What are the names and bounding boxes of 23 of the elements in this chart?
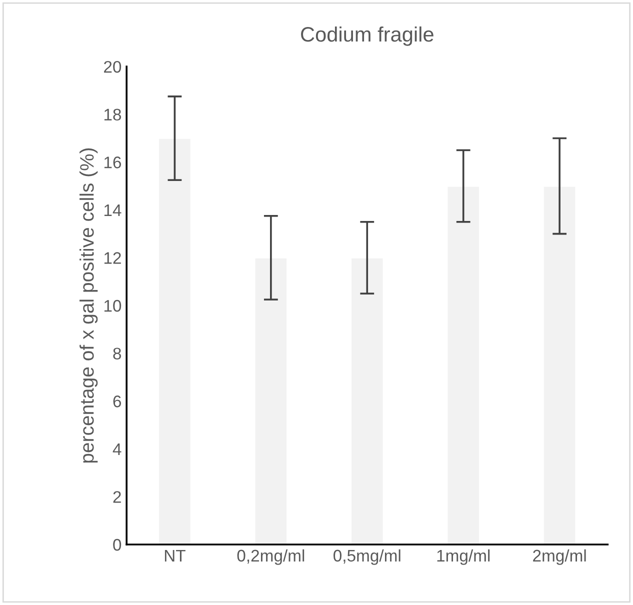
bar <box>254 257 288 544</box>
chart-title: Codium fragile <box>301 26 434 46</box>
x-tick-label: 0,2mg/ml <box>237 549 304 565</box>
y-tick-label: 6 <box>113 396 122 408</box>
x-tick-label: 0,5mg/ml <box>334 549 400 565</box>
y-tick-label: 0 <box>113 538 122 551</box>
bar <box>446 185 480 544</box>
y-tick-label: 18 <box>104 108 122 121</box>
y-tick-label: 12 <box>104 252 121 264</box>
bar <box>158 138 192 544</box>
x-tick-label: NT <box>164 550 186 562</box>
y-tick-label: 4 <box>112 443 122 455</box>
y-axis-title: percentage of x gal positive cells (%) <box>80 148 98 463</box>
y-tick-label: 8 <box>113 348 122 360</box>
y-tick-label: 2 <box>113 491 121 503</box>
x-tick-label: 1mg/ml <box>437 549 490 565</box>
bar <box>542 185 577 544</box>
x-tick-label: 2mg/ml <box>533 549 586 565</box>
y-tick-label: 10 <box>104 300 122 312</box>
y-tick-label: 14 <box>104 204 122 216</box>
y-tick-label: 20 <box>104 60 122 73</box>
y-tick-label: 16 <box>104 156 122 168</box>
bar <box>350 257 384 544</box>
